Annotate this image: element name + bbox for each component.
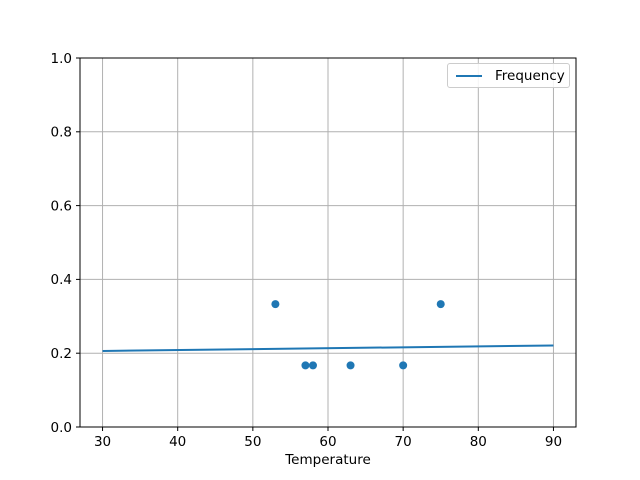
scatter-point bbox=[301, 361, 310, 370]
x-tick-label: 30 bbox=[94, 434, 111, 450]
y-tick-label: 1.0 bbox=[51, 51, 72, 67]
legend: Frequency bbox=[447, 63, 570, 88]
scatter-point bbox=[271, 300, 280, 309]
y-tick-label: 0.2 bbox=[51, 346, 72, 362]
y-tick-label: 0.0 bbox=[51, 420, 72, 436]
scatter-point bbox=[436, 300, 445, 309]
x-tick-label: 70 bbox=[395, 434, 412, 450]
x-tick-label: 50 bbox=[244, 434, 261, 450]
scatter-point bbox=[346, 361, 355, 370]
x-axis-label: Temperature bbox=[285, 452, 371, 468]
x-tick-label: 40 bbox=[169, 434, 186, 450]
legend-line-sample bbox=[456, 74, 482, 77]
y-tick-label: 0.6 bbox=[51, 198, 72, 214]
y-tick-label: 0.4 bbox=[51, 272, 72, 288]
series-line-frequency bbox=[102, 344, 554, 352]
x-tick-label: 60 bbox=[319, 434, 336, 450]
x-tick-label: 90 bbox=[545, 434, 562, 450]
scatter-point bbox=[308, 361, 317, 370]
legend-label: Frequency bbox=[495, 67, 565, 84]
x-tick-label: 80 bbox=[470, 434, 487, 450]
scatter-point bbox=[399, 361, 408, 370]
axes-spines bbox=[79, 57, 577, 428]
y-tick-label: 0.8 bbox=[51, 125, 72, 141]
